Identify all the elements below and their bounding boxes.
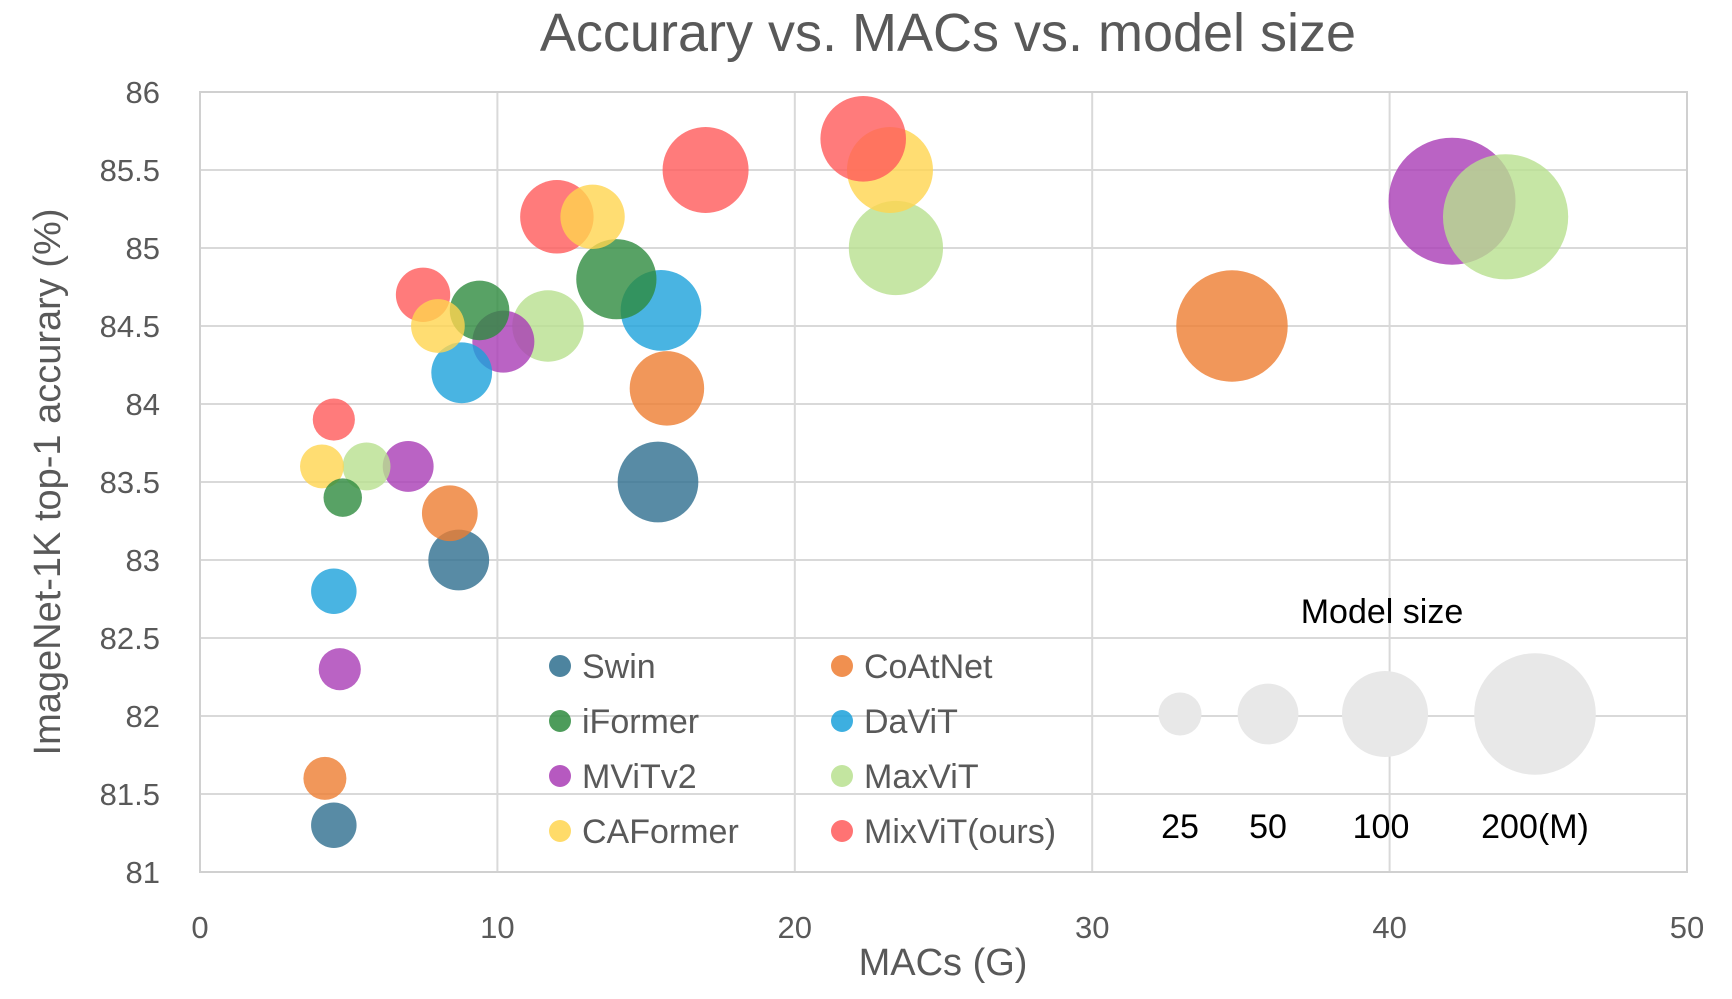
bubble-maxvit: [848, 200, 944, 296]
series-legend: Swin CoAtNet iFormer DaViT MViTv2 MaxViT CAFor…: [549, 648, 1056, 851]
y-tick-label: 81: [126, 855, 160, 890]
size-legend-label: 25: [1161, 808, 1199, 846]
bubble-maxvit: [342, 442, 391, 491]
y-tick-label: 84.5: [100, 309, 160, 344]
bubble-mixvit-ours: [662, 127, 749, 213]
data-bubbles: [300, 96, 1569, 848]
bubble-iformer: [576, 239, 657, 320]
x-tick-label: 30: [1075, 910, 1109, 945]
bubble-caformer: [300, 444, 344, 489]
bubble-davit: [431, 342, 493, 404]
y-tick-label: 82: [126, 699, 160, 734]
x-tick-label: 20: [778, 910, 812, 945]
size-legend-bubble: [1342, 671, 1428, 757]
y-tick-label: 83: [126, 543, 160, 578]
y-tick-label: 85: [126, 231, 160, 266]
bubble-swin: [311, 802, 357, 848]
legend-marker-swin: [549, 655, 571, 677]
bubble-davit: [311, 568, 357, 614]
legend-marker-mixvit-ours: [831, 820, 853, 842]
legend-label-coatnet: CoAtNet: [864, 648, 993, 686]
bubble-swin: [428, 529, 490, 591]
legend-label-iformer: iFormer: [582, 703, 699, 741]
bubble-caformer: [560, 184, 625, 249]
bubble-iformer: [323, 478, 362, 517]
bubble-maxvit: [1442, 154, 1569, 280]
size-legend-bubble: [1237, 683, 1299, 745]
bubble-coatnet: [303, 756, 347, 800]
bubble-mixvit-ours: [820, 96, 906, 182]
y-tick-label: 83.5: [100, 465, 160, 500]
plot-border: [199, 91, 1688, 873]
y-tick-label: 85.5: [100, 153, 160, 188]
legend-marker-maxvit: [831, 765, 853, 787]
size-legend-bubble: [1474, 653, 1596, 775]
x-tick-label: 0: [191, 910, 208, 945]
legend-label-maxvit: MaxViT: [864, 758, 979, 796]
x-axis-title: MACs (G): [859, 942, 1028, 984]
legend-label-mvitv2: MViTv2: [582, 758, 697, 796]
x-tick-label: 40: [1372, 910, 1406, 945]
size-legend: Model size 25 50 100 200(M): [1158, 593, 1596, 846]
y-tick-label: 82.5: [100, 621, 160, 656]
y-tick-label: 81.5: [100, 777, 160, 812]
bubble-coatnet: [421, 485, 478, 542]
bubble-coatnet: [629, 351, 705, 426]
bubble-mixvit-ours: [312, 398, 355, 441]
bubble-mvitv2: [318, 648, 361, 691]
legend-marker-coatnet: [831, 655, 853, 677]
bubble-coatnet: [1176, 270, 1288, 382]
x-tick-labels: 0 10 20 30 40 50: [191, 910, 1704, 945]
legend-marker-mvitv2: [549, 765, 571, 787]
y-tick-labels: 81 81.5 82 82.5 83 83.5 84 84.5 85 85.5 86: [100, 75, 160, 890]
legend-label-davit: DaViT: [864, 703, 958, 741]
chart-title: Accurary vs. MACs vs. model size: [540, 3, 1356, 63]
size-legend-label: 50: [1249, 808, 1287, 846]
x-tick-label: 10: [480, 910, 514, 945]
size-legend-bubble: [1158, 692, 1202, 736]
size-legend-label: 200(M): [1481, 808, 1589, 846]
legend-label-swin: Swin: [582, 648, 656, 686]
y-axis-title: ImageNet-1K top-1 accurary (%): [27, 209, 69, 756]
y-tick-label: 86: [126, 75, 160, 110]
bubble-caformer: [411, 299, 465, 353]
size-legend-label: 100: [1353, 808, 1410, 846]
bubble-mvitv2: [382, 440, 434, 492]
legend-label-mixvit-ours: MixViT(ours): [864, 813, 1056, 851]
legend-marker-iformer: [549, 710, 571, 732]
bubble-swin: [617, 441, 699, 523]
legend-label-caformer: CAFormer: [582, 813, 739, 851]
legend-marker-davit: [831, 710, 853, 732]
y-tick-label: 84: [126, 387, 160, 422]
size-legend-title: Model size: [1301, 593, 1464, 631]
x-tick-label: 50: [1670, 910, 1704, 945]
legend-marker-caformer: [549, 820, 571, 842]
